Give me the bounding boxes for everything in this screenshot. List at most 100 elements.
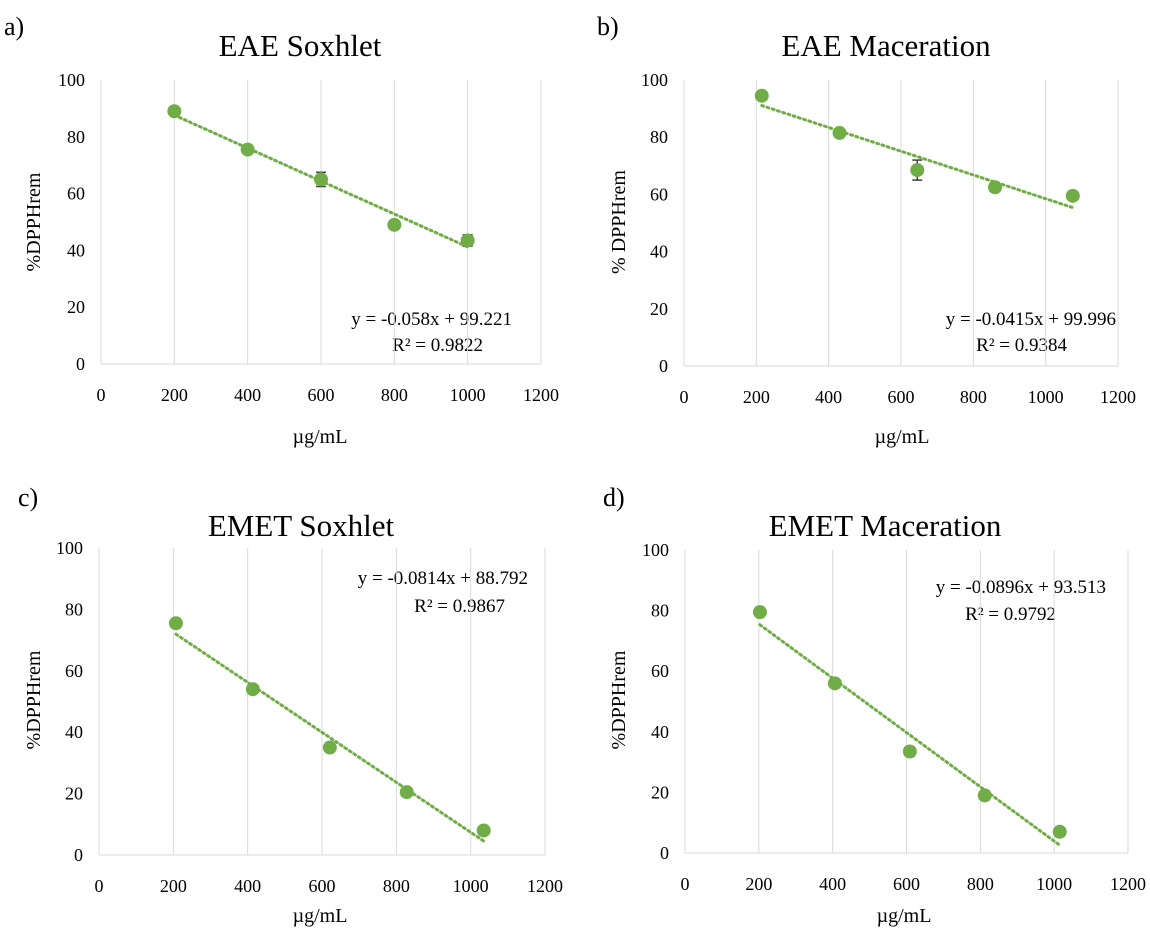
data-point: [1065, 188, 1080, 203]
chart-panel-a: a) EAE Soxhlet µg/mL %DPPHrem y = -0.058…: [4, 12, 559, 448]
data-point: [910, 163, 925, 178]
y-tick-label: 40: [67, 240, 85, 260]
trendline: [174, 632, 486, 843]
trendline: [758, 623, 1062, 847]
y-tick-label: 0: [659, 356, 668, 376]
x-tick-label: 0: [681, 874, 690, 894]
trendline-equation: y = -0.058x + 99.221: [351, 309, 512, 330]
y-tick-label: 20: [67, 297, 85, 317]
x-tick-label: 600: [888, 387, 915, 407]
y-tick-label: 80: [67, 127, 85, 147]
x-tick-label: 200: [160, 876, 187, 896]
data-point: [399, 785, 414, 800]
x-tick-label: 200: [745, 874, 772, 894]
x-axis-label: µg/mL: [293, 905, 348, 927]
y-tick-label: 80: [650, 127, 668, 147]
data-point: [245, 682, 260, 697]
data-point: [168, 616, 183, 631]
trendline-equation: y = -0.0814x + 88.792: [358, 568, 528, 589]
x-tick-label: 400: [234, 876, 261, 896]
y-tick-label: 0: [74, 845, 83, 865]
x-tick-label: 800: [967, 874, 994, 894]
y-tick-label: 40: [651, 722, 669, 742]
trendline-equation: y = -0.0415x + 99.996: [946, 309, 1116, 330]
chart-title: EAE Maceration: [781, 28, 991, 63]
data-point: [387, 217, 402, 232]
trendline-equation: y = -0.0896x + 93.513: [936, 577, 1106, 598]
x-tick-label: 1000: [453, 876, 489, 896]
y-axis-label: %DPPHrem: [608, 650, 630, 749]
data-point: [832, 125, 847, 140]
x-tick-label: 1200: [527, 876, 563, 896]
x-tick-label: 600: [308, 385, 335, 405]
x-tick-label: 1000: [1028, 387, 1064, 407]
panel-label: b): [597, 12, 619, 41]
chart-title: EMET Soxhlet: [208, 508, 395, 543]
panel-label: c): [18, 483, 38, 512]
panel-label: d): [603, 483, 625, 512]
r-squared-label: R² = 0.9822: [392, 335, 483, 356]
data-point: [902, 744, 917, 759]
y-tick-label: 0: [660, 843, 669, 863]
x-tick-label: 800: [381, 385, 408, 405]
y-tick-label: 20: [651, 782, 669, 802]
data-point: [460, 233, 475, 248]
data-point: [1052, 824, 1067, 839]
y-tick-label: 0: [76, 354, 85, 374]
y-tick-label: 40: [65, 722, 83, 742]
x-tick-label: 400: [234, 385, 261, 405]
data-point: [476, 823, 491, 838]
x-tick-label: 1200: [523, 385, 559, 405]
x-tick-label: 800: [960, 387, 987, 407]
y-tick-label: 40: [650, 242, 668, 262]
x-tick-label: 0: [97, 385, 106, 405]
y-tick-label: 60: [651, 661, 669, 681]
data-point: [754, 88, 769, 103]
y-tick-label: 100: [642, 540, 669, 560]
chart-panel-b: b) EAE Maceration µg/mL % DPPHrem y = -0…: [597, 12, 1136, 448]
y-tick-label: 60: [67, 184, 85, 204]
x-axis-label: µg/mL: [875, 426, 930, 448]
data-point: [752, 605, 767, 620]
data-point: [240, 142, 255, 157]
x-axis-label: µg/mL: [877, 905, 932, 927]
x-tick-label: 200: [161, 385, 188, 405]
x-tick-label: 400: [815, 387, 842, 407]
r-squared-label: R² = 0.9867: [414, 596, 505, 617]
y-axis-label: % DPPHrem: [608, 170, 630, 274]
chart-panel-d: d) EMET Maceration µg/mL %DPPHrem y = -0…: [603, 483, 1146, 927]
trendline: [760, 104, 1075, 210]
x-tick-label: 800: [383, 876, 410, 896]
y-tick-label: 80: [65, 599, 83, 619]
x-tick-label: 1000: [1036, 874, 1072, 894]
x-axis-label: µg/mL: [293, 426, 348, 448]
data-point: [322, 740, 337, 755]
y-tick-label: 100: [56, 538, 83, 558]
data-point: [167, 104, 182, 119]
data-point: [988, 180, 1003, 195]
chart-title: EMET Maceration: [769, 508, 1002, 543]
y-tick-label: 20: [650, 299, 668, 319]
x-tick-label: 1200: [1110, 874, 1146, 894]
x-tick-label: 600: [309, 876, 336, 896]
y-tick-label: 60: [65, 661, 83, 681]
data-point: [314, 172, 328, 187]
data-point: [827, 676, 842, 691]
y-axis-label: %DPPHrem: [23, 172, 45, 271]
y-tick-label: 100: [641, 70, 668, 90]
x-tick-label: 400: [819, 874, 846, 894]
x-tick-label: 1200: [1100, 387, 1136, 407]
x-tick-label: 1000: [450, 385, 486, 405]
y-tick-label: 80: [651, 601, 669, 621]
x-tick-label: 600: [893, 874, 920, 894]
data-point: [977, 788, 992, 803]
x-tick-label: 0: [95, 876, 104, 896]
r-squared-label: R² = 0.9792: [965, 604, 1056, 625]
x-tick-label: 0: [680, 387, 689, 407]
chart-title: EAE Soxhlet: [219, 28, 382, 63]
chart-panel-c: c) EMET Soxhlet µg/mL %DPPHrem y = -0.08…: [18, 483, 563, 927]
y-tick-label: 100: [58, 70, 85, 90]
r-squared-label: R² = 0.9384: [976, 335, 1067, 356]
panel-label: a): [4, 12, 24, 41]
